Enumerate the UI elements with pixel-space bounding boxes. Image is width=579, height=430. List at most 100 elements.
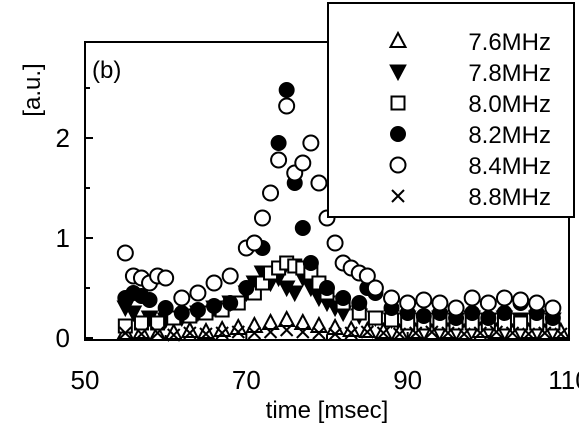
data-point	[124, 305, 143, 323]
data-point	[261, 312, 280, 330]
legend-label: 8.4MHz	[468, 153, 551, 180]
legend-marker	[390, 126, 406, 142]
legend-entry: 8.4MHz	[389, 153, 551, 180]
data-point	[344, 326, 358, 340]
data-point	[319, 280, 335, 296]
series-84mhz	[116, 97, 562, 317]
legend-entry: 8.2MHz	[390, 122, 551, 149]
data-point	[325, 317, 345, 335]
data-point	[245, 315, 264, 333]
data-point	[399, 294, 417, 312]
legend-box	[327, 2, 575, 218]
data-point	[150, 326, 165, 340]
data-point	[495, 289, 513, 307]
data-point	[253, 209, 271, 227]
data-point	[360, 325, 375, 339]
data-point	[512, 291, 530, 309]
y-tick-label: 2	[56, 123, 70, 153]
data-point	[374, 321, 393, 339]
data-point	[245, 234, 263, 252]
data-point	[554, 327, 568, 341]
data-point	[367, 310, 383, 326]
data-point	[199, 327, 213, 341]
data-point	[415, 291, 433, 309]
data-point	[521, 327, 536, 341]
data-point	[328, 327, 342, 341]
data-point	[116, 244, 134, 262]
data-point	[270, 151, 288, 169]
data-point	[335, 290, 352, 306]
data-point	[358, 267, 376, 285]
x-tick-label: 90	[393, 365, 422, 395]
data-point	[326, 234, 344, 252]
data-point	[279, 323, 294, 337]
data-point	[157, 300, 174, 316]
data-point	[457, 327, 471, 341]
data-point	[479, 294, 497, 312]
legend-marker	[390, 95, 406, 111]
legend-marker	[389, 64, 407, 82]
legend-entry: 7.6MHz	[388, 29, 551, 56]
data-point	[215, 326, 229, 340]
x-axis-title: time [msec]	[266, 397, 389, 424]
data-point	[351, 295, 368, 311]
data-point	[441, 326, 455, 340]
data-point	[117, 318, 133, 334]
data-point	[505, 326, 520, 340]
data-point	[366, 279, 384, 297]
data-point	[285, 285, 304, 303]
x-tick-label: 110	[548, 365, 579, 395]
legend-label: 8.2MHz	[468, 122, 551, 149]
data-point	[277, 309, 296, 327]
data-point	[134, 327, 149, 341]
data-point	[183, 326, 197, 340]
data-point	[309, 315, 329, 333]
data-point	[205, 274, 223, 292]
data-point	[310, 174, 328, 192]
legend-label: 8.8MHz	[468, 184, 551, 211]
legend-entry: 8.8MHz	[391, 184, 551, 211]
data-point	[231, 325, 245, 339]
legend-entry: 8.0MHz	[390, 91, 551, 118]
data-point	[538, 326, 552, 340]
series-88mhz	[118, 323, 568, 342]
data-point	[262, 184, 280, 202]
data-point	[196, 321, 216, 339]
data-point	[293, 312, 312, 330]
legend-marker	[389, 156, 407, 174]
data-point	[376, 326, 391, 340]
data-point	[221, 267, 239, 285]
data-point	[222, 295, 239, 311]
data-point	[164, 322, 183, 340]
data-point	[302, 134, 320, 152]
legend-marker	[391, 189, 405, 203]
panel-label: (b)	[92, 57, 121, 84]
data-point	[206, 298, 223, 314]
data-point	[489, 325, 504, 339]
data-point	[528, 294, 546, 312]
data-point	[438, 321, 458, 339]
data-point	[133, 315, 149, 331]
axes-layer: 50 70 90 110 0 1 2	[56, 87, 579, 395]
x-tick-label: 70	[232, 365, 261, 395]
data-point	[150, 315, 166, 331]
data-point	[157, 269, 175, 287]
data-point	[496, 305, 513, 321]
data-point	[238, 280, 255, 296]
data-point	[247, 326, 262, 340]
data-point	[294, 220, 311, 236]
data-point	[141, 292, 158, 308]
x-tick-label: 50	[71, 365, 100, 395]
data-point	[294, 154, 312, 172]
data-point	[189, 284, 207, 302]
data-point	[296, 325, 310, 339]
data-point	[431, 294, 449, 312]
data-point	[180, 320, 200, 338]
data-point	[464, 305, 481, 321]
data-point	[278, 82, 295, 98]
legend: 7.6MHz 7.8MHz 8.0MHz 8.2MHz 8.4MHz 8.8MHz	[327, 2, 575, 218]
data-point	[189, 302, 206, 318]
data-point	[406, 321, 425, 339]
data-point	[118, 326, 133, 340]
